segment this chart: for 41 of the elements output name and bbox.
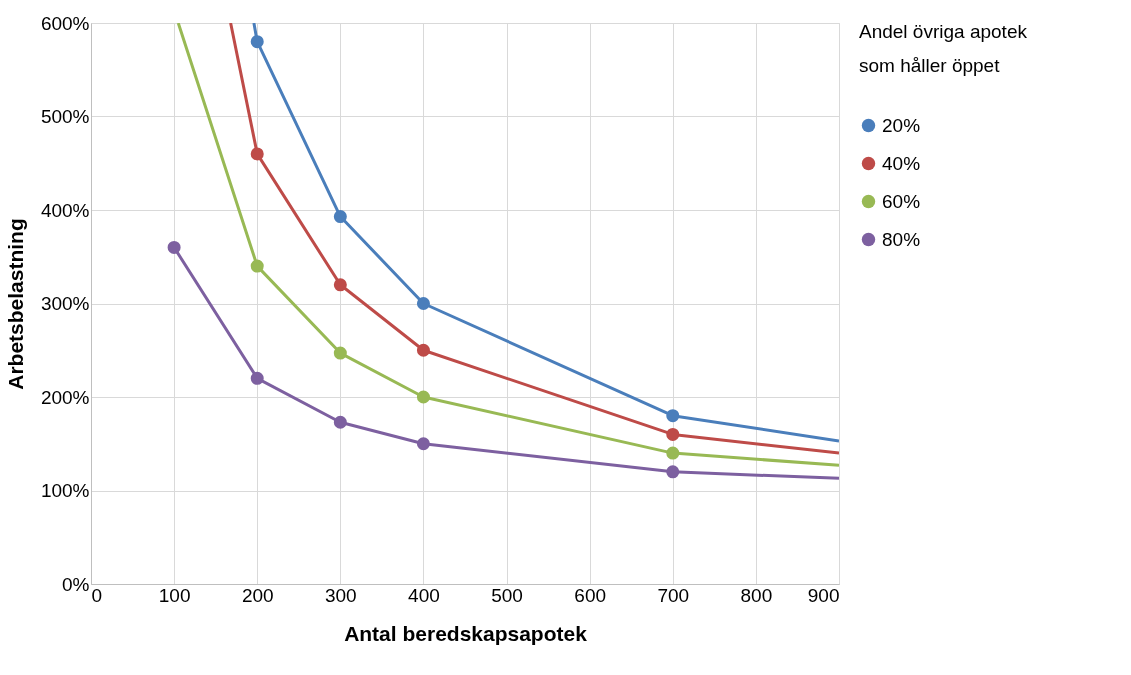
point <box>333 415 347 429</box>
x-tick-label: 300 <box>324 584 357 606</box>
legend-label: 40% <box>882 152 921 174</box>
point <box>666 427 680 441</box>
point <box>416 437 430 451</box>
y-tick-label: 100% <box>40 480 90 501</box>
x-tick-label: 800 <box>740 584 773 606</box>
point <box>666 409 680 423</box>
y-axis-title: Arbetsbelastning <box>3 218 27 390</box>
point <box>666 446 680 460</box>
point <box>666 465 680 479</box>
x-tick-label: 700 <box>657 584 690 606</box>
y-tick-label: 200% <box>40 386 90 408</box>
y-tick-label: 300% <box>40 293 90 314</box>
point <box>250 259 264 273</box>
point <box>333 346 347 360</box>
point <box>333 278 347 292</box>
point <box>333 210 347 224</box>
legend-label: 60% <box>882 190 921 212</box>
legend-title: Andel övriga apotek som håller öppet <box>859 21 1028 76</box>
x-tick-label: 900 <box>807 584 840 606</box>
x-tick-label: 600 <box>574 584 607 606</box>
y-tick-label: 600% <box>40 12 90 34</box>
point <box>416 390 430 404</box>
y-tick-label: 500% <box>40 106 90 127</box>
point <box>167 240 181 254</box>
point <box>250 371 264 385</box>
x-tick-label: 200 <box>241 584 274 606</box>
y-tick-label: 0% <box>62 573 90 595</box>
point <box>250 147 264 161</box>
y-tick-label: 400% <box>40 199 90 221</box>
legend-label: 20% <box>882 114 921 136</box>
x-tick-label: 400 <box>408 584 440 606</box>
point <box>416 296 430 311</box>
x-tick-label: 0 <box>91 584 103 606</box>
x-tick-label: 100 <box>158 584 191 606</box>
x-axis-title: Antal beredskapsapotek <box>344 621 588 645</box>
x-tick-label: 500 <box>491 584 523 606</box>
point <box>416 343 430 357</box>
point <box>250 35 264 49</box>
legend-label: 80% <box>882 228 921 250</box>
